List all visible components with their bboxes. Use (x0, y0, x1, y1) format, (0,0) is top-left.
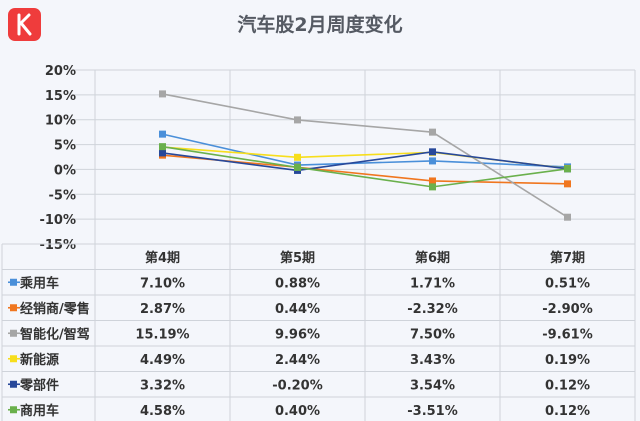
data-point (429, 148, 436, 156)
data-label: 7.10% (140, 276, 185, 291)
data-label: -0.20% (272, 378, 323, 393)
y-tick-label: -5% (49, 188, 76, 203)
series-line (162, 93, 568, 218)
y-tick-label: 5% (54, 139, 76, 154)
legend-key-marker (10, 329, 17, 337)
data-point (429, 157, 436, 165)
data-label: 0.40% (275, 404, 320, 419)
chart-title: 汽车股2月周度变化 (237, 14, 403, 36)
data-label: -2.32% (407, 302, 458, 317)
data-label: 2.44% (275, 353, 320, 368)
data-label: 4.58% (140, 404, 185, 419)
brand-logo (8, 8, 41, 41)
category-label: 第7期 (550, 250, 585, 266)
data-label: -9.61% (542, 327, 593, 342)
y-tick-label: 10% (45, 114, 76, 129)
data-label: 0.19% (545, 353, 590, 368)
y-tick-label: -10% (39, 213, 76, 228)
series-line (162, 151, 568, 172)
data-label: 2.87% (140, 302, 185, 317)
legend-key-marker (10, 278, 17, 286)
legend-series-name: 零部件 (19, 377, 59, 393)
data-label: 0.88% (275, 276, 320, 291)
data-point (294, 163, 301, 171)
data-point (159, 130, 166, 138)
data-label: -3.51% (407, 404, 458, 419)
legend-key-marker (10, 304, 17, 312)
category-label: 第5期 (280, 250, 315, 266)
data-label: 0.12% (545, 404, 590, 419)
data-point (294, 153, 301, 161)
data-point (429, 183, 436, 191)
data-label: 1.71% (410, 276, 455, 291)
legend-series-name: 乘用车 (19, 275, 59, 291)
data-point (429, 177, 436, 185)
series-line (162, 145, 568, 188)
data-label: 3.32% (140, 378, 185, 393)
data-point (159, 90, 166, 98)
y-tick-label: 0% (54, 163, 76, 178)
legend-series-name: 经销商/零售 (20, 301, 90, 317)
legend-series-name: 商用车 (20, 403, 59, 419)
legend-series-name: 智能化/智驾 (20, 326, 90, 342)
legend-key-marker (10, 380, 17, 388)
data-label: -2.90% (542, 302, 593, 317)
y-tick-label: -15% (39, 238, 76, 253)
data-label: 0.12% (545, 378, 590, 393)
data-point (564, 180, 571, 188)
series-line (162, 133, 568, 168)
category-label: 第6期 (415, 250, 450, 266)
legend-key-marker (10, 355, 17, 363)
data-label: 3.54% (410, 378, 455, 393)
y-tick-label: 20% (45, 64, 76, 79)
data-point (294, 116, 301, 124)
category-label: 第4期 (145, 250, 180, 266)
data-label: 7.50% (410, 327, 455, 342)
data-label: 15.19% (135, 327, 189, 342)
data-label: 0.51% (545, 276, 590, 291)
data-point (564, 213, 571, 221)
data-point (159, 149, 166, 157)
data-label: 0.44% (275, 302, 320, 317)
data-label: 4.49% (140, 353, 185, 368)
data-point (159, 143, 166, 151)
data-label: 9.96% (275, 327, 320, 342)
logo-k-icon (17, 13, 32, 36)
data-point (429, 128, 436, 136)
data-label: 3.43% (410, 353, 455, 368)
data-point (564, 165, 571, 173)
legend-key-marker (10, 406, 17, 414)
legend-series-name: 新能源 (20, 352, 59, 368)
y-tick-label: 15% (45, 89, 76, 104)
